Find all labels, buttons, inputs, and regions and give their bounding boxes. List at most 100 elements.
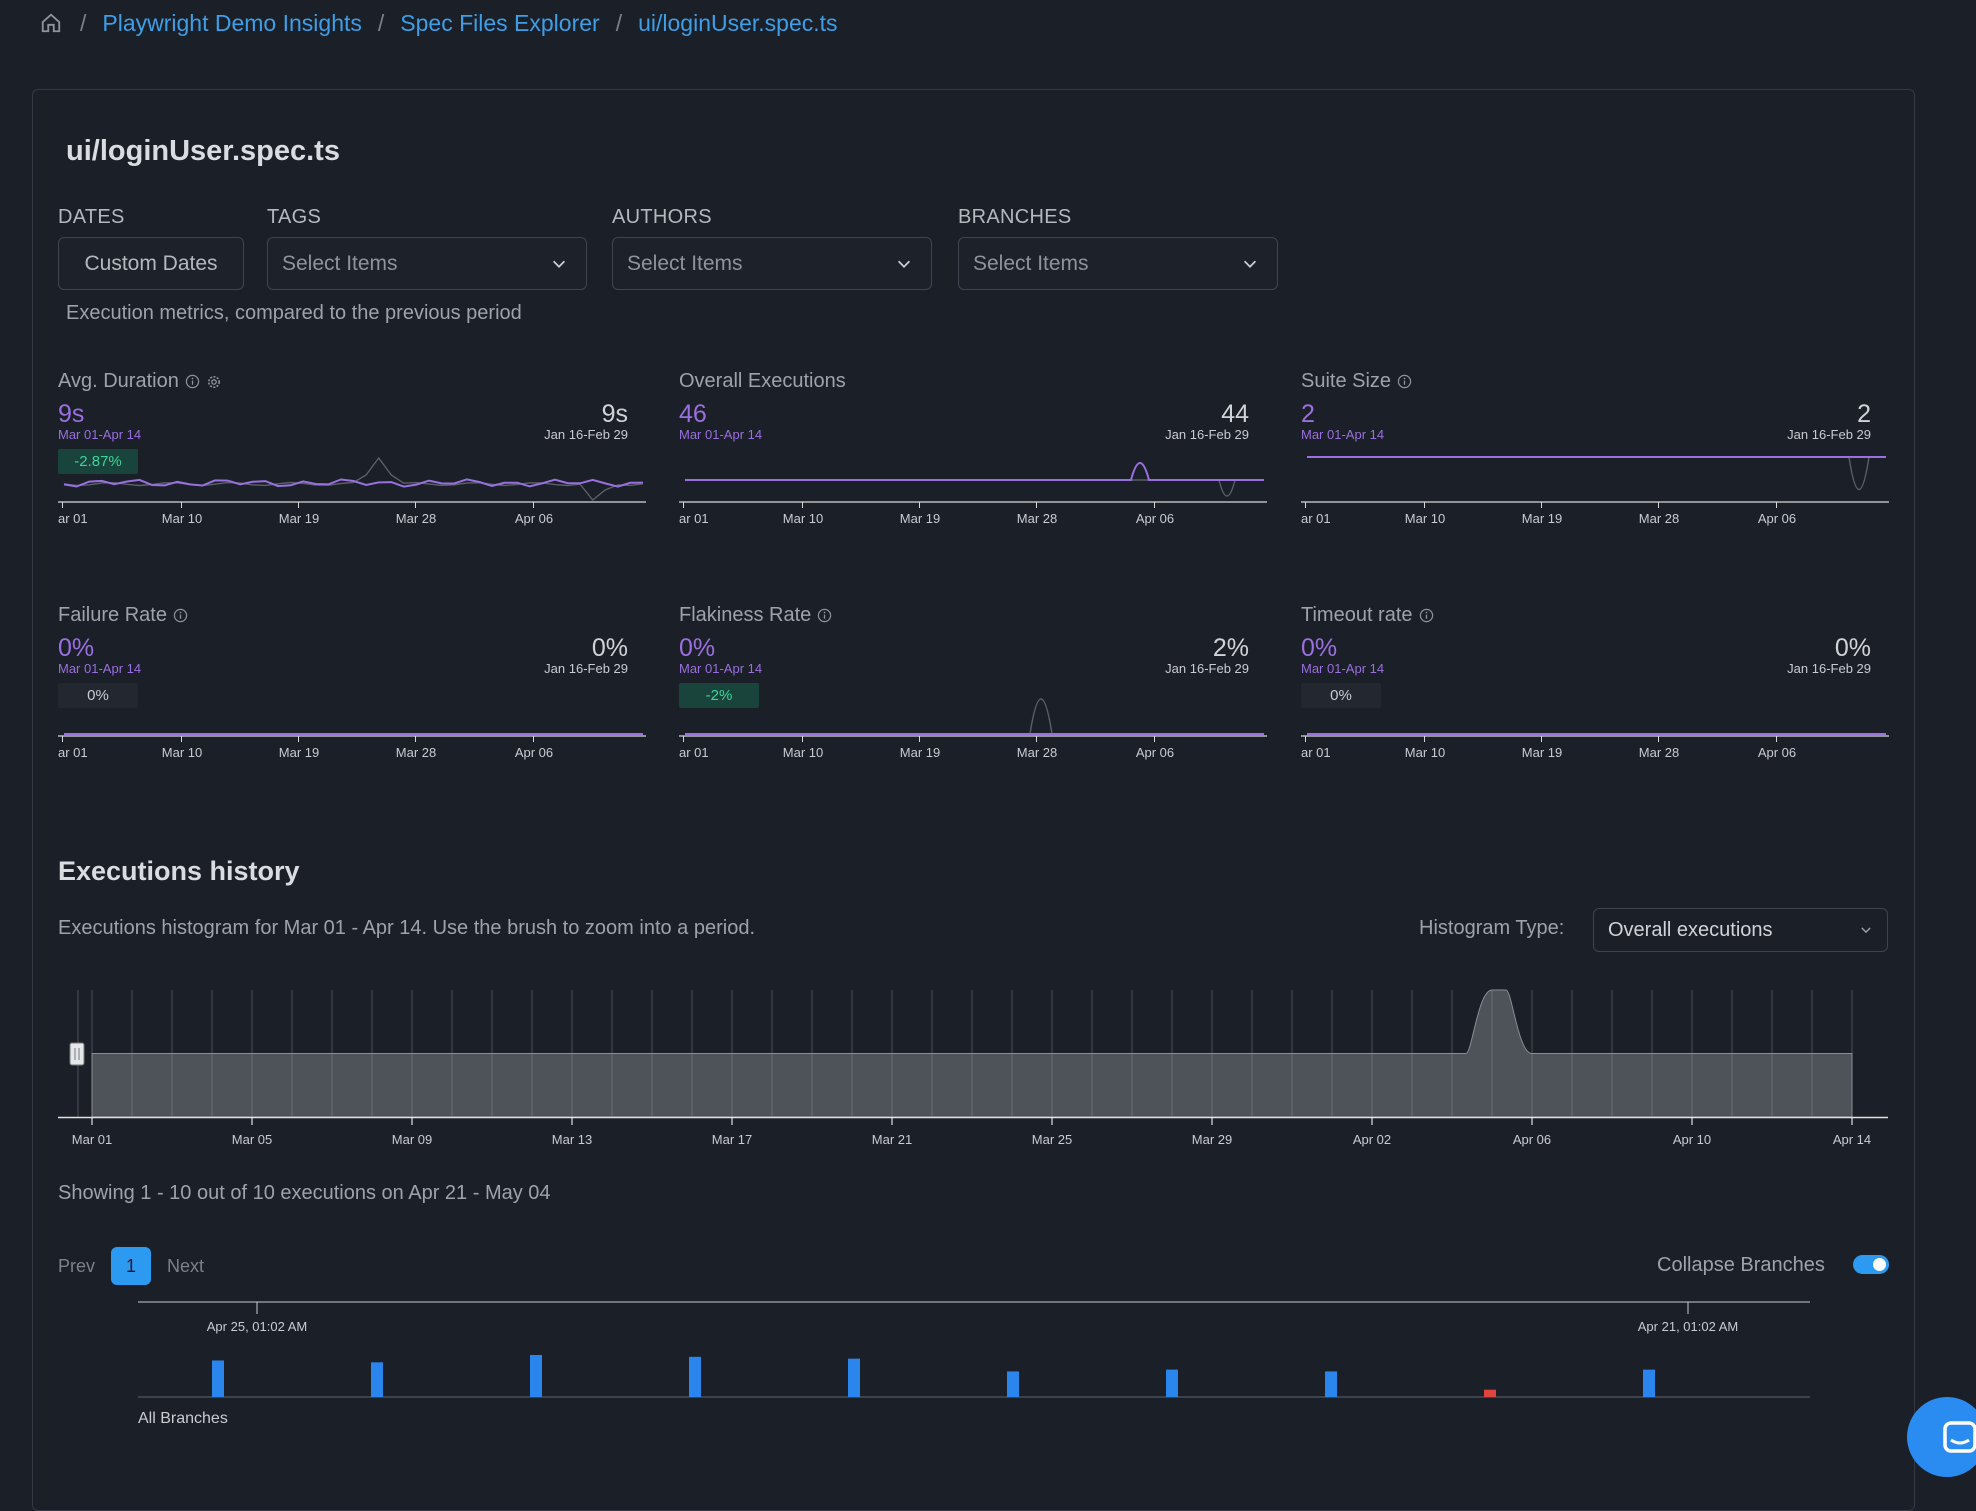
execution-bar[interactable] [848, 1358, 860, 1397]
failure-rate-change-badge: 0% [58, 683, 138, 708]
execution-bar[interactable] [212, 1360, 224, 1397]
failure-rate-period: Mar 01-Apr 14 [58, 661, 142, 676]
breadcrumb-link-spec-files[interactable]: Spec Files Explorer [400, 9, 600, 36]
execution-bar[interactable] [1325, 1371, 1337, 1397]
axis-tick [62, 502, 63, 508]
x-axis-tick-label: Mar 01 [72, 1132, 112, 1147]
home-icon[interactable] [40, 12, 62, 34]
avg-duration-title: Avg. Duration [58, 370, 222, 393]
info-icon[interactable] [185, 374, 200, 389]
timeline-label: Apr 21, 01:02 AM [1638, 1319, 1738, 1334]
axis-tick [1154, 502, 1155, 508]
toggle-knob [1873, 1258, 1886, 1271]
x-axis-tick-label: Apr 10 [1673, 1132, 1711, 1147]
axis-tick [1776, 502, 1777, 508]
pagination: Prev 1 Next [58, 1246, 204, 1286]
flakiness-rate-sparkline [679, 698, 1267, 737]
axis-tick-label: Mar 28 [1016, 511, 1058, 526]
executions-history-title: Executions history [58, 856, 300, 886]
chevron-down-icon [1243, 260, 1257, 268]
execution-bar[interactable] [530, 1355, 542, 1397]
custom-dates-button[interactable]: Custom Dates [58, 237, 244, 290]
x-axis-tick-label: Apr 06 [1513, 1132, 1551, 1147]
failure-rate-value: 0% [58, 634, 95, 662]
axis-tick [415, 502, 416, 508]
branches-select[interactable]: Select Items [958, 237, 1278, 290]
timeout-rate-previous-period: Jan 16-Feb 29 [1787, 661, 1871, 676]
timeout-rate-title-text: Timeout rate [1301, 604, 1413, 626]
brush-handle-grip[interactable] [69, 1042, 85, 1066]
chat-icon [1943, 1421, 1976, 1453]
histogram-type-select[interactable]: Overall executions [1593, 908, 1888, 952]
axis-tick-label: Apr 06 [1757, 511, 1797, 526]
overall-executions-previous-period: Jan 16-Feb 29 [1165, 427, 1249, 442]
collapse-branches-toggle[interactable] [1853, 1255, 1889, 1274]
all-branches-label: All Branches [138, 1410, 228, 1427]
flakiness-rate-change-badge: -2% [679, 683, 759, 708]
execution-bar[interactable] [1007, 1371, 1019, 1397]
axis-tick-label: Mar 10 [161, 745, 203, 760]
suite-size-sparkline [1301, 456, 1889, 503]
axis-tick-label: Apr 06 [514, 511, 554, 526]
axis-tick [683, 502, 684, 508]
chevron-down-icon [897, 260, 911, 268]
axis-tick [1424, 502, 1425, 508]
page-1-button[interactable]: 1 [111, 1247, 152, 1285]
overall-executions-title: Overall Executions [679, 370, 846, 393]
axis-tick-label: Mar 19 [1521, 745, 1563, 760]
axis-tick-label: ar 01 [1301, 511, 1331, 526]
breadcrumb-current[interactable]: ui/loginUser.spec.ts [638, 9, 838, 36]
execution-bar[interactable] [371, 1362, 383, 1397]
axis-tick-label: Mar 28 [1638, 745, 1680, 760]
axis-tick [1305, 736, 1306, 742]
execution-bar[interactable] [1484, 1389, 1496, 1397]
timeout-rate-sparkline [1301, 733, 1889, 737]
custom-dates-label: Custom Dates [84, 251, 218, 275]
flakiness-rate-period: Mar 01-Apr 14 [679, 661, 763, 676]
page-title: ui/loginUser.spec.ts [66, 135, 340, 167]
axis-tick-label: Apr 06 [1757, 745, 1797, 760]
failure-rate-title: Failure Rate [58, 604, 188, 627]
axis-tick [1776, 736, 1777, 742]
dates-label: DATES [58, 206, 125, 228]
axis-tick-label: ar 01 [679, 745, 709, 760]
chat-launcher-button[interactable] [1907, 1397, 1976, 1477]
breadcrumb: / Playwright Demo Insights / Spec Files … [40, 8, 838, 38]
timeout-rate-change-badge: 0% [1301, 683, 1381, 708]
branches-label: BRANCHES [958, 206, 1072, 228]
x-axis-tick-label: Mar 05 [232, 1132, 272, 1147]
axis-tick-label: Apr 06 [514, 745, 554, 760]
axis-tick-label: Mar 19 [278, 745, 320, 760]
axis-tick [683, 736, 684, 742]
chevron-down-icon [552, 260, 566, 268]
authors-label: AUTHORS [612, 206, 712, 228]
execution-bar[interactable] [1643, 1369, 1655, 1397]
executions-histogram[interactable]: Mar 01 Mar 05 Mar 09 Mar 13 Mar 17 Mar 21 Mar … [0, 975, 1976, 1155]
executions-timeline: Apr 25, 01:02 AM Apr 21, 01:02 AM [138, 1301, 1810, 1398]
gear-icon[interactable] [206, 374, 222, 390]
x-axis-tick-label: Mar 13 [552, 1132, 592, 1147]
info-icon[interactable] [817, 608, 832, 623]
info-icon[interactable] [1419, 608, 1434, 623]
execution-bar[interactable] [689, 1356, 701, 1397]
axis-tick-label: Mar 19 [1521, 511, 1563, 526]
current-period-line [63, 478, 644, 488]
tags-select[interactable]: Select Items [267, 237, 587, 290]
authors-select[interactable]: Select Items [612, 237, 932, 290]
axis-tick-label: Mar 19 [899, 745, 941, 760]
prev-page-button[interactable]: Prev [58, 1255, 96, 1276]
suite-size-previous-period: Jan 16-Feb 29 [1787, 427, 1871, 442]
axis-tick-label: Mar 28 [395, 745, 437, 760]
next-page-button[interactable]: Next [167, 1255, 205, 1276]
info-icon[interactable] [173, 608, 188, 623]
timeline-label: Apr 25, 01:02 AM [207, 1319, 307, 1334]
brush-handle[interactable] [69, 1042, 85, 1066]
execution-bar[interactable] [1166, 1369, 1178, 1397]
flakiness-rate-previous-value: 2% [1212, 634, 1249, 662]
breadcrumb-link-insights[interactable]: Playwright Demo Insights [102, 9, 362, 36]
axis-tick [1541, 736, 1542, 742]
axis-tick-label: Mar 19 [278, 511, 320, 526]
info-icon[interactable] [1397, 374, 1412, 389]
axis-tick [533, 736, 534, 742]
flakiness-rate-previous-period: Jan 16-Feb 29 [1165, 661, 1249, 676]
